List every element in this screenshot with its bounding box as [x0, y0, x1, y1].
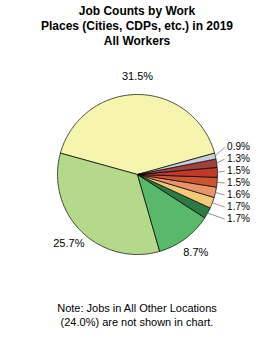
svg-text:1.7%: 1.7%: [227, 201, 250, 212]
svg-text:0.9%: 0.9%: [227, 141, 250, 152]
svg-text:25.7%: 25.7%: [53, 237, 84, 249]
svg-text:1.5%: 1.5%: [227, 177, 250, 188]
html-text:Job Counts by Work Places (Cit: Job Counts by Work Places (Cities, CDPs,…: [41, 4, 233, 48]
svg-text:8.7%: 8.7%: [183, 246, 208, 258]
html-text:Note: Jobs in All Other Locati: Note: Jobs in All Other Locations (24.0%…: [57, 302, 217, 329]
svg-text:1.3%: 1.3%: [227, 153, 250, 164]
svg-text:1.5%: 1.5%: [227, 165, 250, 176]
svg-text:31.5%: 31.5%: [122, 70, 153, 82]
svg-text:1.7%: 1.7%: [227, 213, 250, 224]
svg-text:1.6%: 1.6%: [227, 189, 250, 200]
